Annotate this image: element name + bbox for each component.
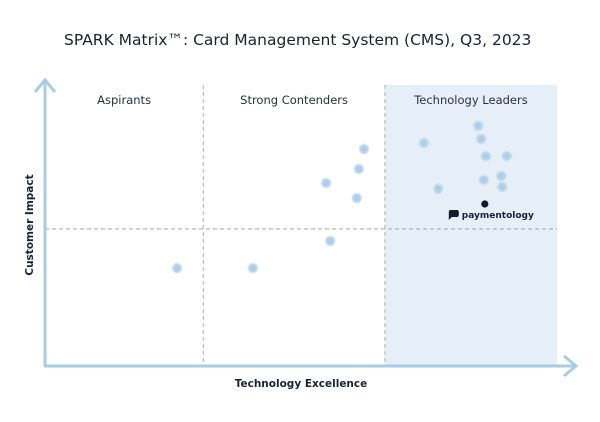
vendor-point xyxy=(320,177,333,189)
vendor-point xyxy=(246,262,259,275)
vendor-point xyxy=(479,150,492,163)
vendor-point xyxy=(417,136,430,149)
paymentology-logo-icon xyxy=(448,210,459,220)
vendor-point xyxy=(495,170,508,182)
x-axis-label: Technology Excellence xyxy=(235,378,368,390)
quadrant-label-strong-contenders: Strong Contenders xyxy=(240,93,348,107)
chart-title: SPARK Matrix™: Card Management System (C… xyxy=(64,31,531,49)
y-axis-label: Customer Impact xyxy=(24,174,36,275)
vendor-point xyxy=(475,133,488,146)
vendor-point xyxy=(350,192,363,205)
x-axis-arrow-icon xyxy=(563,354,579,378)
vendor-point xyxy=(477,173,490,186)
vendor-point xyxy=(352,163,365,175)
vendor-point xyxy=(472,119,485,132)
quadrant-label-aspirants: Aspirants xyxy=(97,93,151,107)
vendor-point xyxy=(496,180,509,193)
y-axis-arrow-icon xyxy=(33,77,57,93)
vendor-point xyxy=(432,182,445,195)
paymentology-point xyxy=(481,200,489,208)
vendor-point xyxy=(500,150,513,163)
vendor-point xyxy=(171,262,184,275)
axes xyxy=(33,77,579,378)
paymentology-label: paymentology xyxy=(462,211,534,221)
leaders-quadrant-background xyxy=(384,85,557,365)
quadrant-label-technology-leaders: Technology Leaders xyxy=(413,93,528,107)
vendor-point xyxy=(357,143,370,156)
vendor-point xyxy=(324,234,337,247)
